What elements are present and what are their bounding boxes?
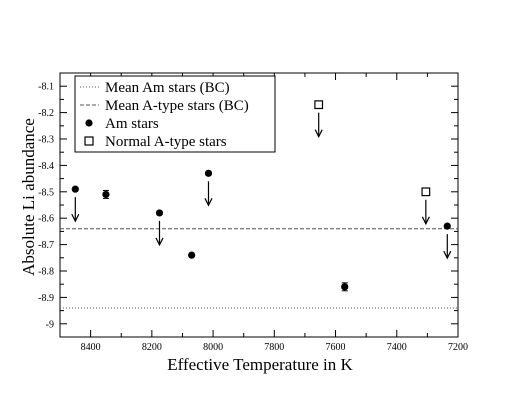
legend-swatch-circle xyxy=(85,119,93,127)
x-tick-label: 7400 xyxy=(387,342,407,353)
am-star-point xyxy=(71,185,79,193)
x-tick-label: 8000 xyxy=(203,342,223,353)
legend-swatch-square xyxy=(84,136,94,146)
am-star-point xyxy=(204,169,213,177)
y-tick-label: -8.4 xyxy=(38,161,54,172)
x-tick-label: 8200 xyxy=(142,342,162,353)
x-tick-label: 8400 xyxy=(81,342,101,353)
y-tick-label: -8.7 xyxy=(38,240,54,251)
legend-label: Mean Am stars (BC) xyxy=(105,80,230,96)
plot-layer: 8400 8200 8000 7800 7600 7400 7200 -9 -8.9 -8.8 -8… xyxy=(38,72,468,353)
upper-limit-arrow-head xyxy=(314,129,323,139)
legend-box xyxy=(74,75,276,153)
x-tick-label: 7200 xyxy=(448,342,468,353)
x-axis-title: Effective Temperature in K xyxy=(167,355,353,374)
y-tick-label: -8.3 xyxy=(38,135,54,146)
am-star-point xyxy=(155,209,164,217)
y-tick-label: -8.9 xyxy=(38,293,54,304)
y-tick-label: -8.2 xyxy=(38,108,54,119)
normal-a-star-point xyxy=(314,100,324,110)
y-axis-title: Absolute Li abundance xyxy=(19,118,38,276)
y-tick-label: -8.1 xyxy=(38,82,54,93)
y-tick-label: -8.5 xyxy=(38,187,54,198)
legend-label: Normal A-type stars xyxy=(105,134,227,150)
upper-limit-arrow-head xyxy=(204,198,213,207)
y-tick-label: -9 xyxy=(46,319,54,330)
am-star-point xyxy=(341,283,349,291)
legend: Mean Am stars (BC) Mean A-type stars (BC)… xyxy=(74,75,276,153)
legend-label: Am stars xyxy=(105,116,159,132)
x-tick-label: 7600 xyxy=(326,342,346,353)
am-star-point xyxy=(188,251,196,259)
am-star-point xyxy=(443,222,451,230)
upper-limit-arrow-head xyxy=(71,213,80,223)
legend-label: Mean A-type stars (BC) xyxy=(105,98,249,114)
upper-limit-arrow-head xyxy=(155,237,164,247)
y-tick-label: -8.8 xyxy=(38,267,54,278)
upper-limit-arrow-head xyxy=(443,250,452,260)
am-star-point xyxy=(102,190,110,199)
normal-a-star-point xyxy=(421,187,431,197)
x-tick-label: 7800 xyxy=(264,342,284,353)
y-tick-label: -8.6 xyxy=(38,214,54,225)
upper-limit-arrow-head xyxy=(421,216,430,226)
